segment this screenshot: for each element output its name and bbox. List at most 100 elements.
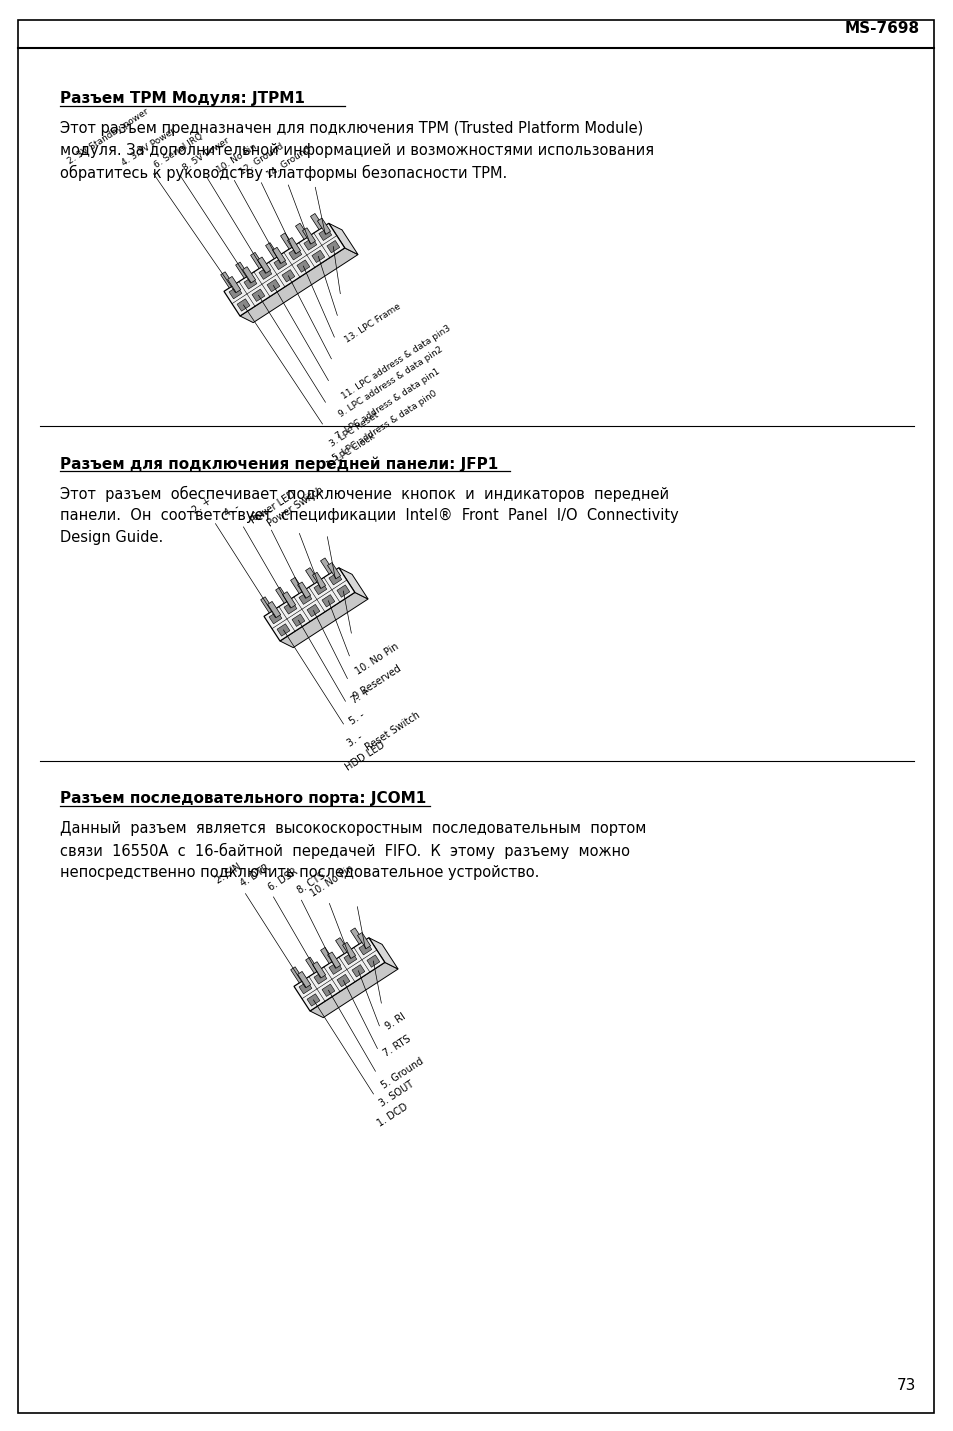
Polygon shape xyxy=(251,252,263,269)
Text: 7. +: 7. + xyxy=(349,687,372,705)
Text: 9. RI: 9. RI xyxy=(383,1012,407,1032)
Text: 3. -: 3. - xyxy=(345,733,364,748)
Polygon shape xyxy=(327,952,340,969)
Polygon shape xyxy=(294,937,384,1010)
Polygon shape xyxy=(274,258,287,269)
Polygon shape xyxy=(269,611,282,624)
Text: 1. DCD: 1. DCD xyxy=(375,1102,409,1129)
Text: 2. 3V Standby power: 2. 3V Standby power xyxy=(67,107,151,166)
Polygon shape xyxy=(298,592,312,604)
Polygon shape xyxy=(260,597,274,612)
Polygon shape xyxy=(242,266,255,283)
Polygon shape xyxy=(314,582,327,595)
Polygon shape xyxy=(252,289,265,302)
Polygon shape xyxy=(264,568,355,641)
Polygon shape xyxy=(291,577,303,594)
Polygon shape xyxy=(287,238,300,253)
Polygon shape xyxy=(317,218,330,235)
Polygon shape xyxy=(314,972,327,985)
Polygon shape xyxy=(297,582,311,598)
Polygon shape xyxy=(273,248,285,263)
Text: непосредственно подключить последовательное устройство.: непосредственно подключить последователь… xyxy=(60,864,538,880)
Text: связи  16550A  с  16-байтной  передачей  FIFO.  К  этому  разъему  можно: связи 16550A с 16-байтной передачей FIFO… xyxy=(60,843,629,859)
Polygon shape xyxy=(267,279,279,292)
Text: 4. 3.3V Power: 4. 3.3V Power xyxy=(120,126,177,167)
Text: панели.  Он  соответствует  спецификации  Intel®  Front  Panel  I/O  Connectivit: панели. Он соответствует спецификации In… xyxy=(60,508,678,522)
Polygon shape xyxy=(257,258,271,273)
Polygon shape xyxy=(275,587,289,604)
Polygon shape xyxy=(369,937,397,969)
Text: 4. DTR: 4. DTR xyxy=(238,863,272,889)
Polygon shape xyxy=(305,568,318,584)
Text: 5. -: 5. - xyxy=(347,710,366,727)
Polygon shape xyxy=(289,248,301,260)
Polygon shape xyxy=(305,957,318,973)
Polygon shape xyxy=(265,243,278,259)
Text: 1. LPC Clock: 1. LPC Clock xyxy=(325,432,376,469)
Text: 13. LPC Frame: 13. LPC Frame xyxy=(343,302,402,345)
Text: 9 Reserved: 9 Reserved xyxy=(351,664,402,703)
Polygon shape xyxy=(329,962,341,975)
Text: 5. LPC address & data pin0: 5. LPC address & data pin0 xyxy=(331,389,438,462)
Polygon shape xyxy=(276,624,290,637)
Text: 3. LPC Reset: 3. LPC Reset xyxy=(328,411,380,448)
Text: Этот  разъем  обеспечивает  подключение  кнопок  и  индикаторов  передней: Этот разъем обеспечивает подключение кно… xyxy=(60,487,668,502)
Text: 7. RTS: 7. RTS xyxy=(381,1033,412,1059)
Text: Reset Switch: Reset Switch xyxy=(363,710,421,753)
Polygon shape xyxy=(344,952,356,964)
Text: 7. LPC address & data pin1: 7. LPC address & data pin1 xyxy=(335,366,441,441)
Polygon shape xyxy=(240,248,357,322)
Polygon shape xyxy=(318,228,332,240)
Polygon shape xyxy=(295,223,308,239)
Polygon shape xyxy=(220,272,233,288)
Text: 11. LPC address & data pin3: 11. LPC address & data pin3 xyxy=(340,323,453,401)
Polygon shape xyxy=(236,299,250,311)
Polygon shape xyxy=(335,937,348,954)
Polygon shape xyxy=(304,238,316,250)
Polygon shape xyxy=(321,595,335,607)
Polygon shape xyxy=(313,572,325,588)
Text: 2. +: 2. + xyxy=(191,497,213,515)
Text: 6. Serial IRQ: 6. Serial IRQ xyxy=(152,132,204,170)
Polygon shape xyxy=(282,269,294,282)
Polygon shape xyxy=(229,286,242,299)
Text: Power Switch: Power Switch xyxy=(265,485,325,529)
Polygon shape xyxy=(292,614,305,627)
Text: 10. No Pin: 10. No Pin xyxy=(353,641,400,677)
Polygon shape xyxy=(352,964,364,977)
Text: 4. -: 4. - xyxy=(223,502,241,519)
Polygon shape xyxy=(307,604,319,617)
Polygon shape xyxy=(329,572,341,585)
Polygon shape xyxy=(310,213,323,229)
Text: Разъем последовательного порта: JCOM1: Разъем последовательного порта: JCOM1 xyxy=(60,791,426,806)
Polygon shape xyxy=(357,933,370,949)
Polygon shape xyxy=(291,967,303,983)
Polygon shape xyxy=(338,568,368,600)
Text: 3. SOUT: 3. SOUT xyxy=(377,1079,416,1109)
Text: 9. LPC address & data pin2: 9. LPC address & data pin2 xyxy=(337,345,444,419)
Polygon shape xyxy=(307,993,319,1006)
Text: 6. DSR: 6. DSR xyxy=(266,866,299,892)
Text: Данный  разъем  является  высокоскоростным  последовательным  портом: Данный разъем является высокоскоростным … xyxy=(60,821,646,836)
Text: 2. SIN: 2. SIN xyxy=(213,861,243,886)
Text: обратитесь к руководству платформы безопасности TPM.: обратитесь к руководству платформы безоп… xyxy=(60,165,507,182)
Polygon shape xyxy=(235,262,249,278)
Polygon shape xyxy=(282,591,295,608)
Polygon shape xyxy=(342,942,355,959)
Polygon shape xyxy=(320,947,334,963)
Text: Design Guide.: Design Guide. xyxy=(60,529,163,545)
Polygon shape xyxy=(224,223,344,316)
Polygon shape xyxy=(228,276,240,292)
Polygon shape xyxy=(367,954,379,967)
Text: модуля. За дополнительной информацией и возможностями использования: модуля. За дополнительной информацией и … xyxy=(60,143,654,157)
Polygon shape xyxy=(244,276,256,289)
Text: 6. -: 6. - xyxy=(251,505,269,522)
Polygon shape xyxy=(258,268,272,279)
Polygon shape xyxy=(296,260,310,272)
Polygon shape xyxy=(327,562,340,578)
Polygon shape xyxy=(313,962,325,977)
Text: Разъем для подключения передней панели: JFP1: Разъем для подключения передней панели: … xyxy=(60,456,497,471)
Text: 10. No Pin: 10. No Pin xyxy=(214,142,258,175)
Polygon shape xyxy=(284,602,296,614)
Polygon shape xyxy=(336,975,350,987)
